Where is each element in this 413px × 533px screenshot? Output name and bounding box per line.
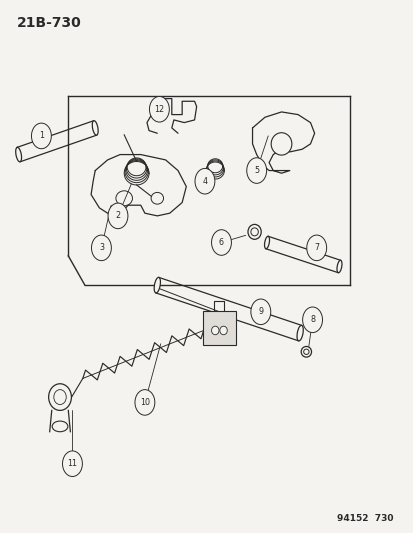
Text: 7: 7 <box>313 244 318 252</box>
Circle shape <box>62 451 82 477</box>
Circle shape <box>302 307 322 333</box>
Circle shape <box>246 158 266 183</box>
Circle shape <box>31 123 51 149</box>
Ellipse shape <box>250 228 258 236</box>
Ellipse shape <box>300 346 311 357</box>
Circle shape <box>211 230 231 255</box>
Text: 4: 4 <box>202 177 207 185</box>
Ellipse shape <box>16 147 21 162</box>
Ellipse shape <box>247 224 261 239</box>
Circle shape <box>250 299 270 325</box>
Circle shape <box>135 390 154 415</box>
Ellipse shape <box>116 191 132 206</box>
Ellipse shape <box>54 390 66 405</box>
Text: 5: 5 <box>254 166 259 175</box>
Ellipse shape <box>52 421 68 432</box>
Circle shape <box>306 235 326 261</box>
Text: 12: 12 <box>154 105 164 114</box>
Ellipse shape <box>151 192 163 204</box>
Text: 9: 9 <box>258 308 263 316</box>
Circle shape <box>91 235 111 261</box>
Text: 2: 2 <box>115 212 120 220</box>
Text: 6: 6 <box>218 238 223 247</box>
Circle shape <box>149 96 169 122</box>
Ellipse shape <box>211 326 218 335</box>
Text: 94152  730: 94152 730 <box>336 514 392 523</box>
FancyBboxPatch shape <box>202 311 235 345</box>
Ellipse shape <box>48 384 71 410</box>
Ellipse shape <box>154 277 160 293</box>
Ellipse shape <box>303 349 308 354</box>
Ellipse shape <box>264 236 269 249</box>
Text: 11: 11 <box>67 459 77 468</box>
Ellipse shape <box>296 325 303 341</box>
Text: 8: 8 <box>309 316 314 324</box>
Ellipse shape <box>336 260 341 273</box>
Ellipse shape <box>271 133 291 155</box>
Circle shape <box>108 203 128 229</box>
Text: 10: 10 <box>140 398 150 407</box>
Text: 1: 1 <box>39 132 44 140</box>
Text: 3: 3 <box>99 244 104 252</box>
Text: 21B-730: 21B-730 <box>17 16 81 30</box>
Ellipse shape <box>219 326 227 335</box>
Circle shape <box>195 168 214 194</box>
Ellipse shape <box>92 120 98 135</box>
